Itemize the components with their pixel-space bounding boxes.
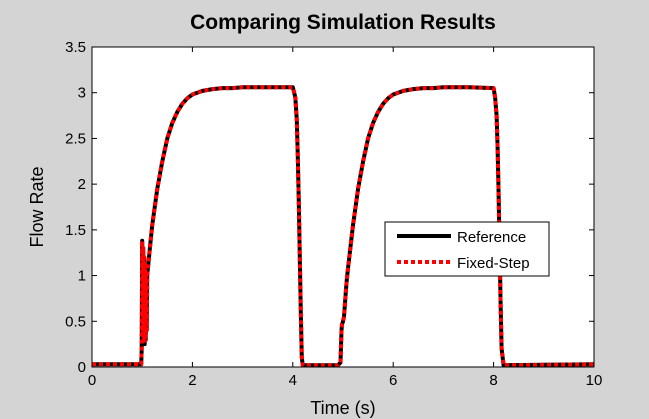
chart-title: Comparing Simulation Results <box>190 11 496 34</box>
x-tick-label: 8 <box>489 372 497 389</box>
y-tick-label: 1 <box>78 268 86 285</box>
x-tick-label: 4 <box>289 372 297 389</box>
axes-box <box>91 46 595 368</box>
series-layer <box>92 85 595 368</box>
legend-box <box>384 221 550 277</box>
legend: Reference Fixed-Step <box>384 221 550 277</box>
y-tick-label: 2 <box>78 176 86 193</box>
x-tick-label: 0 <box>88 372 96 389</box>
y-tick-label: 0.5 <box>65 313 86 330</box>
x-tick-label: 10 <box>586 372 603 389</box>
legend-reference-label: Reference <box>457 229 526 246</box>
y-tick-label: 3.5 <box>65 39 86 56</box>
y-tick-label: 0 <box>78 359 86 376</box>
x-axis-label: Time (s) <box>310 398 375 418</box>
y-tick-label: 3 <box>78 85 86 102</box>
y-tick-label: 2.5 <box>65 130 86 147</box>
legend-fixed-step-label: Fixed-Step <box>457 255 530 272</box>
x-tick-label: 2 <box>188 372 196 389</box>
plot-area: 0 2 4 6 8 10 0 0.5 1 1.5 2 2.5 3 3.5 <box>65 39 602 389</box>
x-tick-label: 6 <box>389 372 397 389</box>
series-line-fixed-step <box>92 85 595 368</box>
y-tick-label: 1.5 <box>65 222 86 239</box>
y-axis-label: Flow Rate <box>27 166 47 247</box>
ticks-layer: 0 2 4 6 8 10 0 0.5 1 1.5 2 2.5 3 3.5 <box>65 39 602 389</box>
